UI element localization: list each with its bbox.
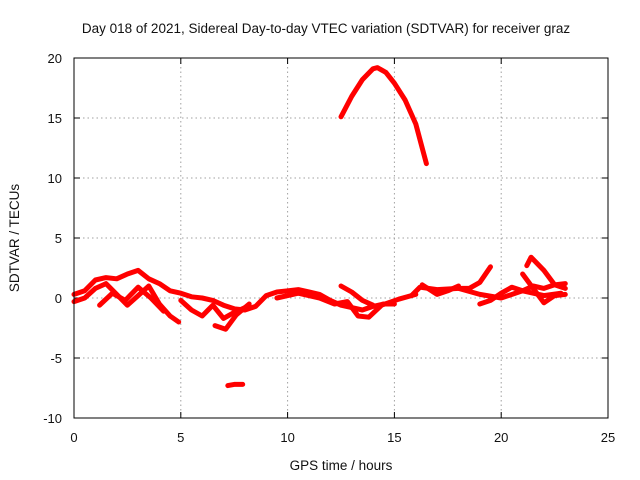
series-trace-8 <box>338 283 376 308</box>
series-trace-3 <box>97 284 167 314</box>
x-axis-label: GPS time / hours <box>290 458 393 473</box>
series-trace-15 <box>456 285 564 301</box>
series-trace-9 <box>338 65 429 167</box>
data-traces <box>71 65 568 389</box>
plot-frame <box>73 57 609 419</box>
x-tick-label: 15 <box>387 430 401 445</box>
series-trace-13 <box>524 254 568 291</box>
y-tick-label: 10 <box>48 171 62 186</box>
chart-title: Day 018 of 2021, Sidereal Day-to-day VTE… <box>82 21 570 36</box>
y-tick-label: -10 <box>43 411 62 426</box>
series-trace-4 <box>178 297 248 321</box>
series-trace-2 <box>71 281 182 325</box>
y-axis-label: SDTVAR / TECUs <box>7 184 22 293</box>
y-tick-label: 5 <box>55 231 62 246</box>
series-trace-11 <box>419 282 461 297</box>
series-trace-7 <box>274 290 419 320</box>
x-tick-label: 10 <box>280 430 294 445</box>
x-tick-label: 25 <box>601 430 615 445</box>
x-tick-label: 20 <box>494 430 508 445</box>
x-tick-label: 5 <box>177 430 184 445</box>
series-trace-6 <box>225 381 246 389</box>
series-trace-5 <box>212 301 252 332</box>
x-tick-label: 0 <box>70 430 77 445</box>
y-tick-label: 15 <box>48 111 62 126</box>
y-tick-label: 20 <box>48 51 62 66</box>
tick-labels: 0 5 10 15 20 25 -10 -5 0 5 10 15 20 <box>43 51 615 445</box>
y-tick-label: 0 <box>55 291 62 306</box>
y-tick-label: -5 <box>50 351 62 366</box>
